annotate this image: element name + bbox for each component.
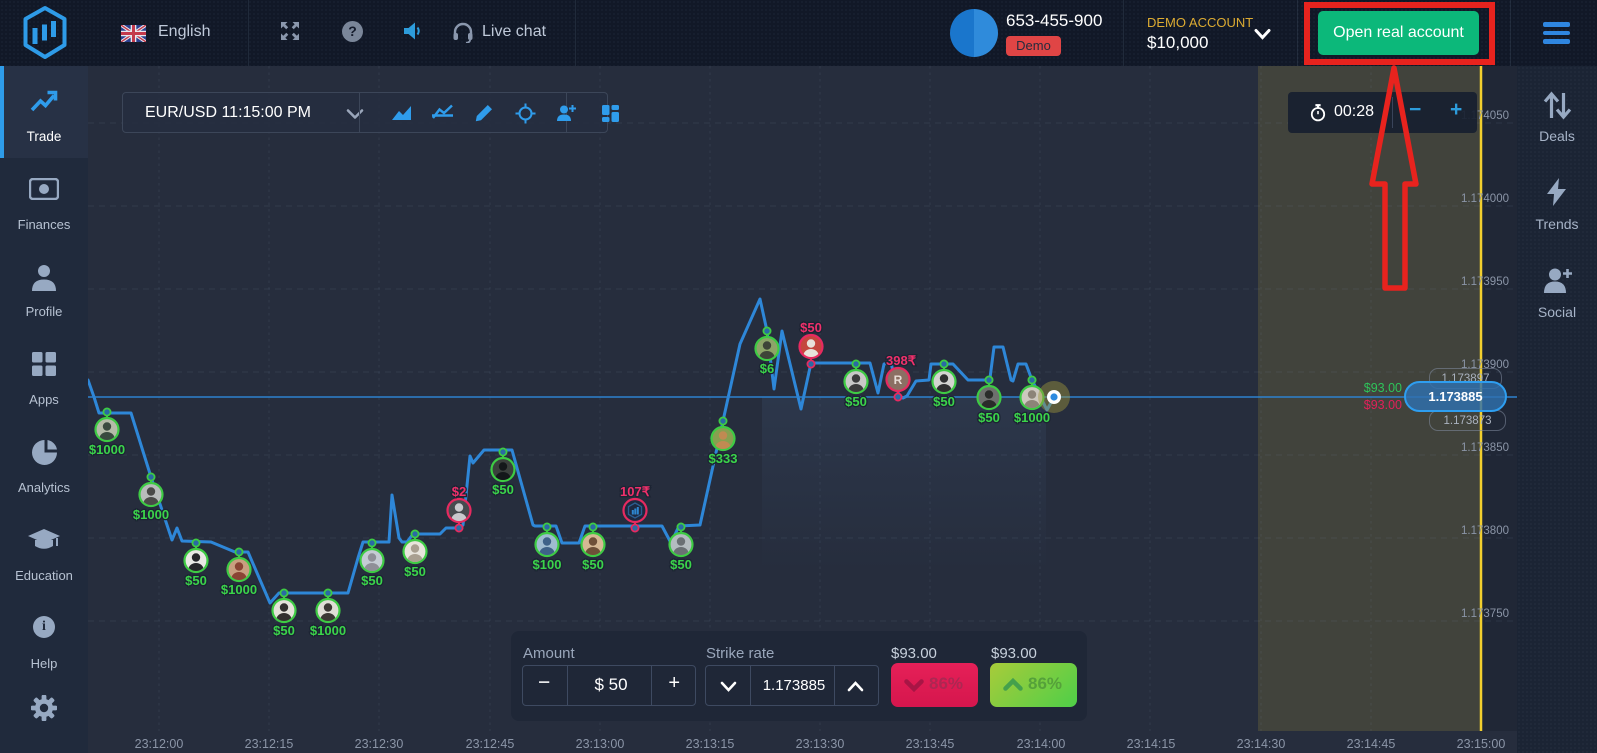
svg-text:R: R: [894, 373, 903, 387]
svg-text:107₹: 107₹: [620, 484, 651, 499]
svg-text:$50: $50: [978, 410, 1000, 425]
svg-text:$50: $50: [492, 482, 514, 497]
svg-text:$1000: $1000: [1014, 410, 1050, 425]
svg-text:$50: $50: [933, 394, 955, 409]
svg-text:$50: $50: [273, 623, 295, 638]
svg-text:$50: $50: [582, 557, 604, 572]
svg-text:$100: $100: [533, 557, 562, 572]
svg-text:$1000: $1000: [89, 442, 125, 457]
svg-text:$50: $50: [845, 394, 867, 409]
svg-text:$50: $50: [404, 564, 426, 579]
svg-text:$1000: $1000: [133, 507, 169, 522]
svg-text:$50: $50: [185, 573, 207, 588]
svg-text:$333: $333: [709, 451, 738, 466]
svg-text:$6: $6: [760, 361, 774, 376]
svg-text:$1000: $1000: [221, 582, 257, 597]
svg-text:$2: $2: [452, 484, 466, 499]
svg-text:$50: $50: [800, 320, 822, 335]
svg-text:$50: $50: [670, 557, 692, 572]
svg-text:398₹: 398₹: [886, 353, 917, 368]
svg-text:$1000: $1000: [310, 623, 346, 638]
svg-text:$50: $50: [361, 573, 383, 588]
